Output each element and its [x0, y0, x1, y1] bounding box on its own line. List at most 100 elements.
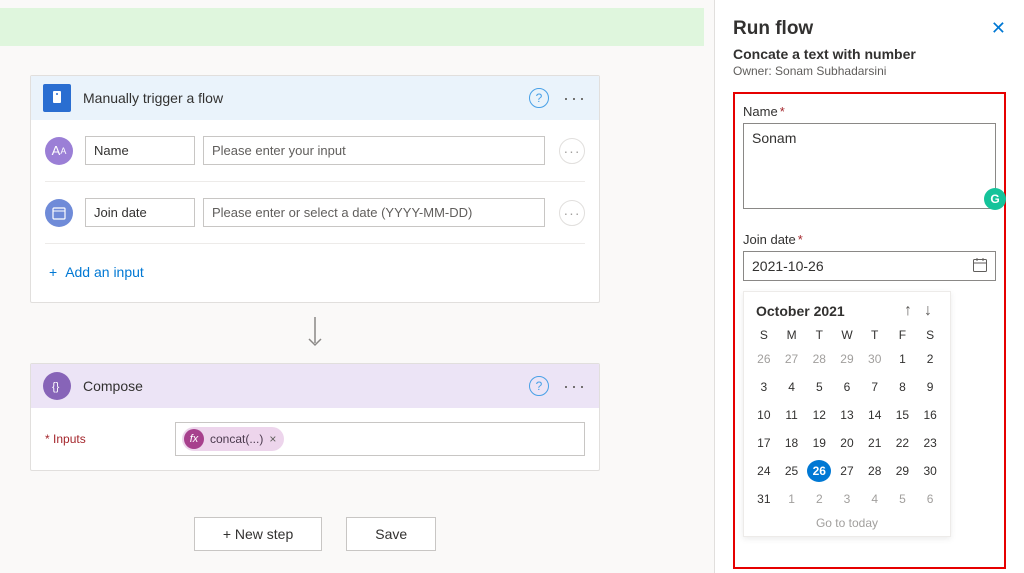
calendar-day[interactable]: 30: [918, 460, 942, 482]
calendar-day[interactable]: 23: [918, 432, 942, 454]
panel-header: Run flow ✕: [733, 18, 1006, 40]
expression-pill[interactable]: fx concat(...) ×: [182, 427, 284, 451]
remove-expression-icon[interactable]: ×: [269, 432, 276, 446]
calendar-day[interactable]: 15: [890, 404, 914, 426]
calendar-day[interactable]: 30: [863, 348, 887, 370]
new-step-button[interactable]: + New step: [194, 517, 322, 551]
connector-arrow-icon: [30, 303, 600, 363]
date-label[interactable]: Join date: [85, 198, 195, 227]
panel-subtitle: Concate a text with number: [733, 46, 1006, 62]
trigger-title: Manually trigger a flow: [83, 90, 529, 106]
calendar-popup: October 2021 ↑ ↓ SMTWTFS2627282930123456…: [743, 291, 951, 537]
trigger-card: Manually trigger a flow ? ··· AA Name Pl…: [30, 75, 600, 303]
calendar-day[interactable]: 11: [780, 404, 804, 426]
calendar-day[interactable]: 7: [863, 376, 887, 398]
divider: [45, 243, 585, 244]
panel-date-input[interactable]: [743, 251, 996, 281]
calendar-day[interactable]: 31: [752, 488, 776, 510]
calendar-day[interactable]: 21: [863, 432, 887, 454]
calendar-day[interactable]: 26: [752, 348, 776, 370]
compose-menu-icon[interactable]: ···: [563, 376, 587, 397]
help-icon[interactable]: ?: [529, 88, 549, 108]
calendar-day[interactable]: 24: [752, 460, 776, 482]
calendar-day[interactable]: 17: [752, 432, 776, 454]
compose-icon: {}: [43, 372, 71, 400]
calendar-day[interactable]: 2: [807, 488, 831, 510]
highlighted-region: Name* Join date* October 2021 ↑ ↓ SMTWTF…: [733, 92, 1006, 569]
calendar-dow: T: [861, 328, 889, 342]
calendar-grid: SMTWTFS262728293012345678910111213141516…: [750, 328, 944, 510]
flow-canvas: Manually trigger a flow ? ··· AA Name Pl…: [30, 75, 600, 551]
calendar-day[interactable]: 29: [835, 348, 859, 370]
calendar-day[interactable]: 5: [807, 376, 831, 398]
calendar-day[interactable]: 18: [780, 432, 804, 454]
calendar-day[interactable]: 6: [918, 488, 942, 510]
calendar-day[interactable]: 14: [863, 404, 887, 426]
next-month-icon[interactable]: ↓: [918, 302, 938, 320]
calendar-day[interactable]: 10: [752, 404, 776, 426]
calendar-day[interactable]: 27: [835, 460, 859, 482]
panel-name-input[interactable]: [743, 123, 996, 209]
calendar-day[interactable]: 26: [807, 460, 831, 482]
calendar-day[interactable]: 2: [918, 348, 942, 370]
save-button[interactable]: Save: [346, 517, 436, 551]
calendar-day[interactable]: 25: [780, 460, 804, 482]
calendar-day[interactable]: 19: [807, 432, 831, 454]
grammarly-icon[interactable]: G: [984, 188, 1006, 210]
success-banner: [0, 8, 704, 46]
calendar-dow: W: [833, 328, 861, 342]
calendar-day[interactable]: 27: [780, 348, 804, 370]
calendar-day[interactable]: 20: [835, 432, 859, 454]
calendar-day[interactable]: 4: [780, 376, 804, 398]
calendar-day[interactable]: 22: [890, 432, 914, 454]
name-label[interactable]: Name: [85, 136, 195, 165]
calendar-day[interactable]: 6: [835, 376, 859, 398]
fx-icon: fx: [184, 429, 204, 449]
date-row-menu-icon[interactable]: ···: [559, 200, 585, 226]
prev-month-icon[interactable]: ↑: [898, 302, 918, 320]
calendar-day[interactable]: 5: [890, 488, 914, 510]
compose-body: Inputs fx concat(...) ×: [31, 408, 599, 470]
calendar-day[interactable]: 13: [835, 404, 859, 426]
trigger-header[interactable]: Manually trigger a flow ? ···: [31, 76, 599, 120]
calendar-day[interactable]: 12: [807, 404, 831, 426]
calendar-icon: [45, 199, 73, 227]
calendar-day[interactable]: 1: [890, 348, 914, 370]
expression-input[interactable]: fx concat(...) ×: [175, 422, 585, 456]
calendar-day[interactable]: 28: [807, 348, 831, 370]
go-to-today-button[interactable]: Go to today: [750, 516, 944, 530]
name-row-menu-icon[interactable]: ···: [559, 138, 585, 164]
text-icon: AA: [45, 137, 73, 165]
close-icon[interactable]: ✕: [991, 18, 1006, 39]
calendar-day[interactable]: 4: [863, 488, 887, 510]
calendar-day[interactable]: 9: [918, 376, 942, 398]
calendar-day[interactable]: 3: [835, 488, 859, 510]
date-input[interactable]: Please enter or select a date (YYYY-MM-D…: [203, 198, 545, 227]
compose-header[interactable]: {} Compose ? ···: [31, 364, 599, 408]
trigger-menu-icon[interactable]: ···: [563, 88, 587, 109]
help-icon[interactable]: ?: [529, 376, 549, 396]
panel-owner: Owner: Sonam Subhadarsini: [733, 64, 1006, 78]
add-input-button[interactable]: +Add an input: [45, 250, 585, 288]
panel-date-section: Join date* October 2021 ↑ ↓ SMTWTFS26272…: [743, 232, 996, 537]
name-row: AA Name Please enter your input ···: [45, 126, 585, 175]
calendar-day[interactable]: 3: [752, 376, 776, 398]
trigger-body: AA Name Please enter your input ··· Join…: [31, 120, 599, 302]
calendar-day[interactable]: 1: [780, 488, 804, 510]
calendar-day[interactable]: 8: [890, 376, 914, 398]
calendar-day[interactable]: 28: [863, 460, 887, 482]
add-input-label: Add an input: [65, 264, 144, 280]
date-row: Join date Please enter or select a date …: [45, 188, 585, 237]
calendar-month[interactable]: October 2021: [756, 303, 898, 319]
compose-title: Compose: [83, 378, 529, 394]
calendar-dow: S: [916, 328, 944, 342]
divider: [45, 181, 585, 182]
calendar-day[interactable]: 29: [890, 460, 914, 482]
calendar-day[interactable]: 16: [918, 404, 942, 426]
run-flow-panel: Run flow ✕ Concate a text with number Ow…: [714, 0, 1024, 573]
name-input[interactable]: Please enter your input: [203, 136, 545, 165]
calendar-picker-icon[interactable]: [972, 257, 988, 278]
compose-card: {} Compose ? ··· Inputs fx concat(...) ×: [30, 363, 600, 471]
calendar-dow: S: [750, 328, 778, 342]
calendar-dow: M: [778, 328, 806, 342]
